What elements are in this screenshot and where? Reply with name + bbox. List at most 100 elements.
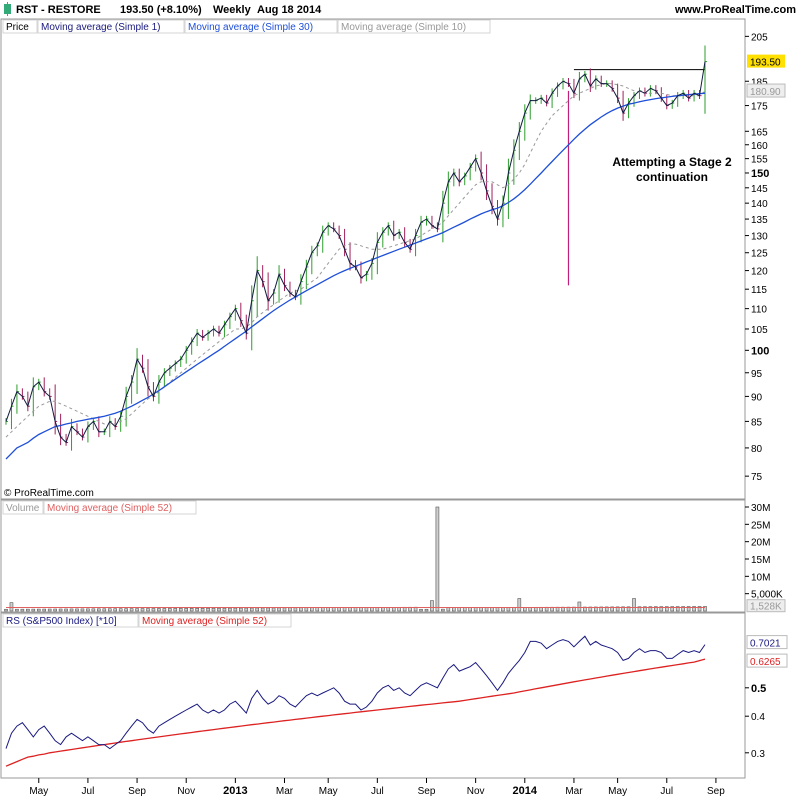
- x-axis: May Jul Sep Nov 2013 Mar May Jul Sep Nov 2014 Mar Ma…: [29, 778, 725, 797]
- volume-bar: [4, 608, 8, 612]
- price_panel-legend-item: Moving average (Simple 10): [341, 22, 466, 33]
- volume-bar: [271, 607, 276, 612]
- price-y-tick-label: 140: [751, 199, 768, 210]
- volume-bar: [15, 608, 19, 612]
- copyright-text: © ProRealTime.com: [4, 488, 94, 499]
- volume-bar: [517, 598, 522, 612]
- price-y-tick-label: 95: [751, 369, 763, 380]
- x-tick-label: 2014: [513, 785, 538, 797]
- volume-bar: [331, 607, 336, 612]
- volume-bar: [9, 602, 14, 612]
- rs-panel-frame[interactable]: [0, 612, 746, 779]
- volume-bar: [304, 607, 309, 612]
- volume-bar: [20, 608, 25, 612]
- volume-bar: [593, 606, 598, 612]
- rs_panel-legend-box: [138, 613, 292, 628]
- volume-legend: Volume Moving average (Simple 52): [2, 500, 197, 515]
- rs-y-tick-label: 0.3: [751, 749, 765, 760]
- volume-panel-frame[interactable]: [0, 499, 746, 613]
- x-tick-label: Sep: [418, 786, 436, 797]
- volume-bar: [315, 607, 320, 612]
- rs-badge-bg: [746, 653, 788, 668]
- price-y-tick-label: 115: [751, 285, 767, 296]
- volume-bar: [42, 608, 47, 612]
- x-tick-label: Sep: [707, 786, 725, 797]
- price_panel-legend-item: Moving average (Simple 1): [41, 22, 161, 33]
- price-y-tick-label: 175: [751, 102, 768, 113]
- volume-bar: [675, 606, 680, 612]
- price-badge-bg: [747, 54, 785, 68]
- volume-bar: [260, 607, 265, 612]
- volume-bar: [222, 607, 227, 612]
- volume-bar: [102, 608, 107, 612]
- volume-bar: [53, 608, 57, 612]
- price-y-tick-label: 120: [751, 267, 768, 278]
- price-y-tick-label: 145: [751, 184, 768, 195]
- volume-bar: [637, 606, 642, 612]
- volume-y-tick-label: 30M: [751, 503, 770, 514]
- price-badge-label: 193.50: [750, 58, 781, 69]
- volume_panel-legend-item: Moving average (Simple 52): [47, 503, 172, 514]
- volume-bar: [588, 606, 593, 612]
- volume-bar: [697, 606, 702, 612]
- volume-bar: [151, 608, 156, 612]
- volume-bar: [168, 608, 172, 612]
- annotation-line-1: Attempting a Stage 2: [612, 155, 732, 169]
- volume-bar: [299, 607, 303, 612]
- volume-bar: [58, 608, 63, 612]
- x-tick-label: Sep: [128, 786, 146, 797]
- rs-badge-bg: [746, 635, 788, 650]
- price-y-tick-label: 165: [751, 127, 768, 138]
- volume-bar: [217, 607, 221, 612]
- volume-bar: [430, 600, 434, 612]
- chart-header: RST - RESTORE 193.50 (+8.10%) Weekly Aug…: [0, 0, 800, 18]
- volume-bar: [457, 607, 462, 612]
- volume-bar: [178, 608, 183, 612]
- volume-bar: [86, 608, 90, 612]
- volume-bar: [599, 606, 604, 612]
- price-y-tick-label: 75: [751, 472, 763, 483]
- volume-bar: [473, 607, 478, 612]
- rs_panel-legend-box: [2, 613, 139, 628]
- volume-bar: [670, 606, 675, 612]
- symbol-title: RST - RESTORE: [16, 4, 101, 16]
- volume-bar: [107, 608, 112, 612]
- volume-bar: [659, 606, 664, 612]
- volume-bar: [140, 608, 145, 612]
- price-y-tick-label: 85: [751, 417, 763, 428]
- volume-bar: [255, 607, 260, 612]
- volume-bar: [80, 608, 85, 612]
- volume-bar: [282, 607, 287, 612]
- x-tick-label: May: [319, 786, 338, 797]
- rs_panel-legend-item: RS (S&P500 Index) [*10]: [6, 616, 117, 627]
- volume-bar: [419, 608, 423, 612]
- volume-bar: [113, 608, 118, 612]
- price_panel-legend-item: Price: [6, 22, 29, 33]
- rs_panel-legend-item: Moving average (Simple 52): [142, 616, 267, 627]
- volume-bar: [424, 608, 429, 612]
- volume-bar: [326, 607, 330, 612]
- volume-bar: [320, 607, 325, 612]
- volume-bar: [446, 607, 451, 612]
- volume-bar: [233, 607, 238, 612]
- volume-bar: [435, 506, 440, 612]
- volume-bar: [610, 606, 614, 612]
- volume-badge-bg: [746, 599, 786, 613]
- ma10-line: [5, 83, 706, 438]
- volume-bar: [162, 608, 167, 612]
- volume-bar: [75, 608, 79, 612]
- volume-bar: [189, 608, 194, 612]
- price-y-tick-label: 205: [751, 32, 768, 43]
- price-panel: 205 185 175 165 160 155 150 145 140 135 130 125 120 1…: [5, 32, 786, 483]
- volume-bar: [490, 607, 494, 612]
- volume-bar: [604, 606, 609, 612]
- volume-y-tick-label: 10M: [751, 572, 770, 583]
- volume-bar: [200, 607, 205, 612]
- price-y-tick-label: 160: [751, 141, 768, 152]
- volume-bar: [228, 607, 232, 612]
- volume-bar: [266, 607, 270, 612]
- price_panel-legend-box: [337, 19, 491, 34]
- volume-bar: [69, 608, 74, 612]
- quote-text: 193.50 (+8.10%): [120, 4, 202, 16]
